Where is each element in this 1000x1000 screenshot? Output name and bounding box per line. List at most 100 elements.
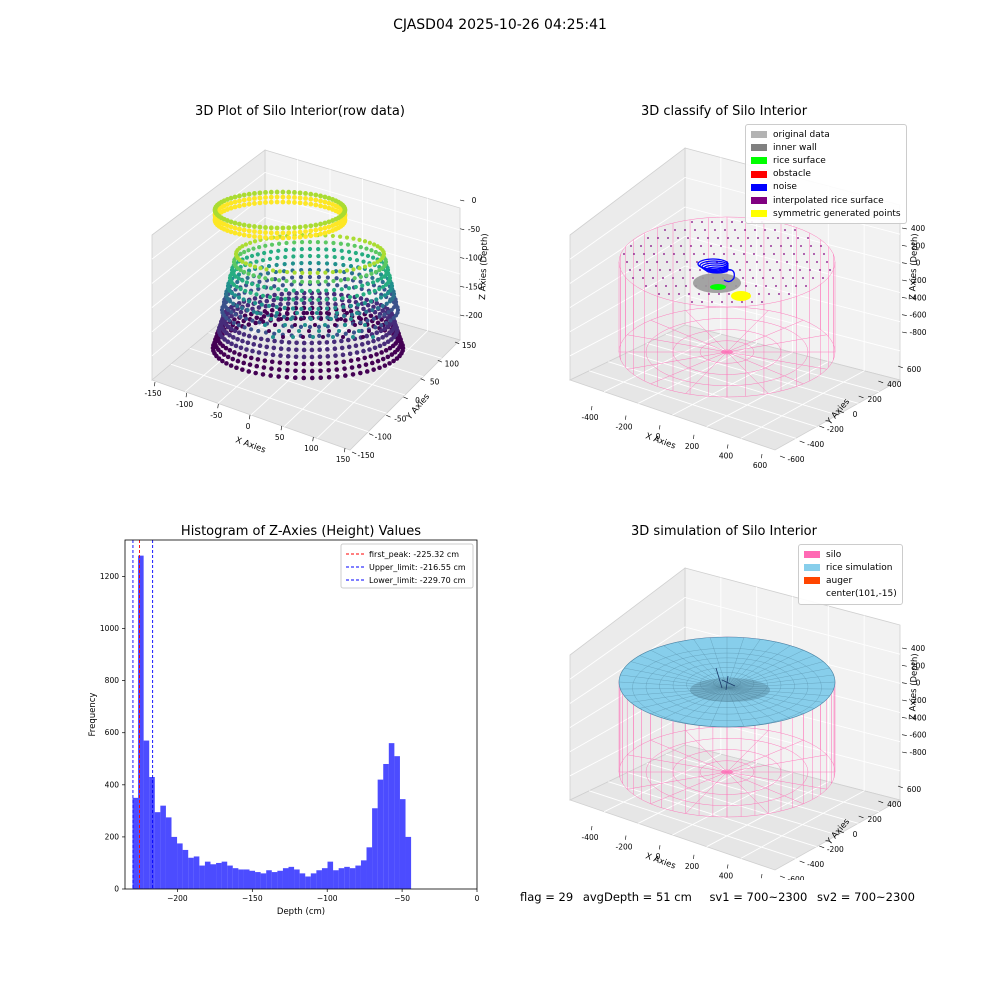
scatter-point [352, 243, 357, 248]
scatter-point [238, 345, 244, 351]
scatter-point [257, 200, 263, 206]
scatter-point [264, 298, 270, 304]
wire-line [627, 754, 728, 773]
sim-y-tick-label: 400 [887, 800, 902, 809]
scatter-point [346, 286, 352, 291]
raw-x-tick [185, 392, 187, 398]
scatter-point [263, 230, 268, 235]
scatter-point [291, 335, 295, 339]
scatter-point [277, 360, 283, 365]
scatter-point [271, 345, 277, 351]
scatter-point [307, 270, 313, 276]
scatter-point [241, 222, 247, 228]
scatter-point [777, 237, 779, 239]
wire-line [726, 310, 769, 353]
scatter-point [285, 360, 291, 366]
classify-y-tick [897, 365, 903, 369]
scatter-point [382, 274, 387, 279]
scatter-point [272, 284, 277, 289]
sim-z-tick-label: 200 [911, 661, 926, 670]
sim-surface-dip [690, 678, 770, 702]
sim-y-tick [878, 800, 884, 804]
scatter-point [394, 356, 400, 361]
scatter-point [307, 260, 313, 266]
scatter-point [267, 329, 271, 333]
scatter-point [324, 288, 329, 293]
scatter-point [334, 276, 339, 281]
scatter-point [240, 367, 245, 372]
scatter-point [316, 261, 321, 266]
scatter-point [292, 279, 297, 284]
scatter-point [254, 259, 259, 264]
raw-z-tick-label: -50 [468, 225, 480, 234]
sim-x-tick [659, 845, 661, 850]
scatter-point [315, 311, 319, 315]
sim-y-tick [897, 785, 903, 789]
scatter-point [343, 331, 348, 336]
classify-y-tick [779, 455, 785, 459]
scatter-point [286, 199, 292, 205]
scatter-point [307, 267, 313, 273]
scatter-point [789, 269, 791, 271]
scatter-point [229, 310, 234, 315]
scatter-point [382, 293, 388, 298]
scatter-point [629, 269, 631, 271]
legend-swatch [804, 551, 820, 559]
scatter-point [792, 277, 794, 279]
scatter-point [307, 306, 313, 312]
classify-x-tick-label: 400 [719, 451, 734, 460]
scatter-point [332, 287, 337, 293]
scatter-point [693, 253, 695, 255]
scatter-point [370, 307, 375, 313]
scatter-point [272, 277, 278, 282]
scatter-point [266, 303, 272, 309]
simulation-panel-title: 3D simulation of Silo Interior [631, 524, 817, 539]
scatter-point [303, 201, 308, 206]
sim-z-tick [901, 682, 907, 684]
scatter-point [710, 245, 712, 247]
sim-x-tick [727, 864, 729, 869]
scatter-point [268, 230, 274, 236]
scatter-point [292, 230, 297, 235]
scatter-point [632, 277, 634, 279]
scatter-point [819, 269, 821, 271]
wire-line [726, 351, 804, 385]
scatter-point [246, 196, 252, 202]
mesh-line [620, 687, 728, 690]
scatter-point [326, 205, 332, 211]
scatter-point [826, 261, 828, 263]
mesh-line [630, 687, 728, 703]
scatter-point [380, 335, 385, 340]
sim-rice-mesh [618, 637, 836, 728]
raw-z-tick [459, 228, 465, 230]
histogram-bar [266, 870, 272, 889]
scatter-point [770, 245, 772, 247]
scatter-point [241, 202, 247, 208]
scatter-point [676, 261, 678, 263]
histogram-bar [344, 866, 350, 889]
scatter-point [373, 325, 378, 330]
scatter-point [276, 248, 281, 253]
scatter-point [242, 325, 247, 330]
classify-legend: original data inner wall rice surface obsta… [745, 124, 907, 225]
scatter-point [330, 218, 335, 223]
scatter-point [263, 330, 269, 335]
histogram-bar [188, 857, 194, 889]
scatter-point [270, 352, 276, 358]
scatter-point [340, 295, 345, 301]
scatter-point [257, 245, 262, 250]
classify-z-tick [901, 245, 907, 247]
scatter-point [346, 249, 352, 254]
mesh-line [624, 667, 728, 689]
scatter-point [360, 283, 365, 288]
scatter-point [362, 264, 368, 269]
scatter-point [313, 197, 319, 203]
scatter-point [245, 275, 250, 281]
scatter-point [655, 285, 657, 287]
scatter-point [294, 340, 299, 346]
scatter-point [379, 323, 384, 328]
scatter-point [326, 374, 332, 380]
scatter-point [263, 351, 269, 357]
scatter-point [248, 355, 254, 361]
x-tick-label: −50 [394, 894, 410, 903]
